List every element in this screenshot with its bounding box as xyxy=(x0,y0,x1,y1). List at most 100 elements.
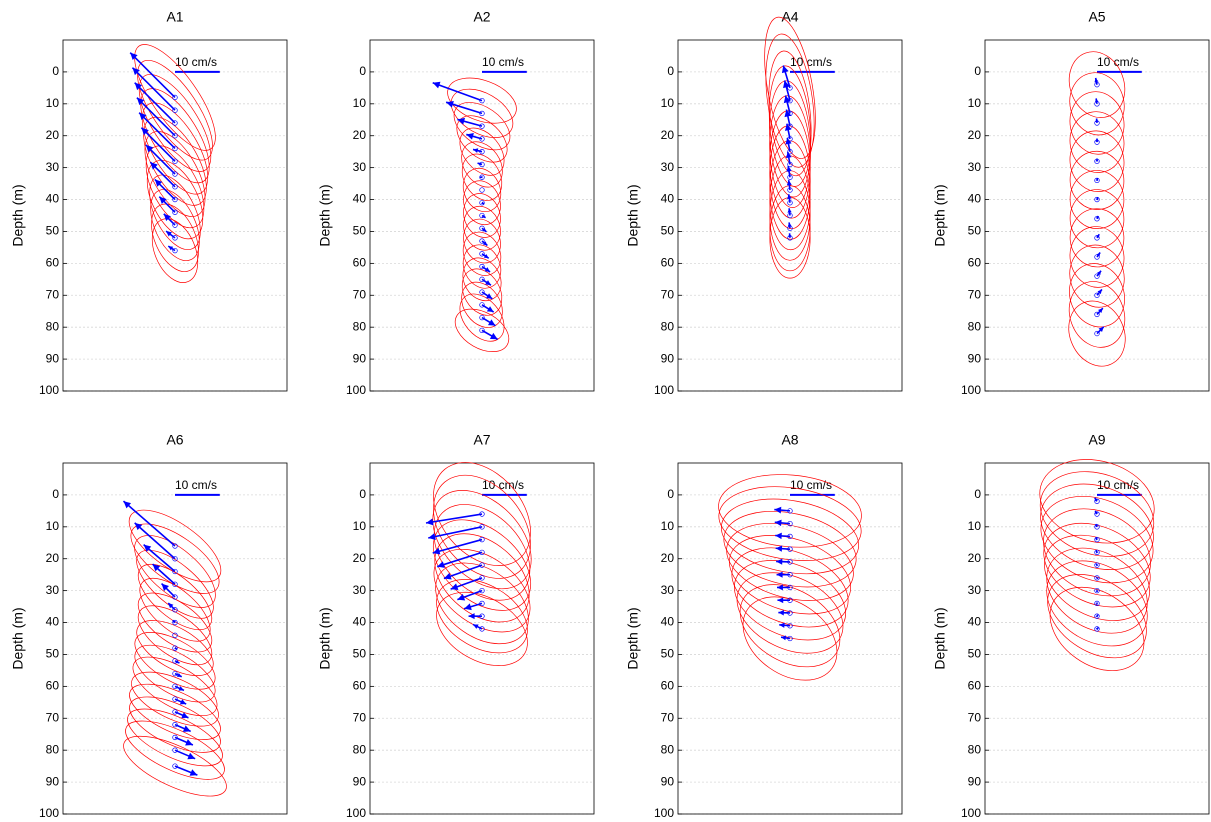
depth-origin xyxy=(479,225,485,231)
tidal-ellipse xyxy=(461,153,503,201)
plot-frame xyxy=(369,39,595,392)
depth-origin xyxy=(172,763,178,769)
depth-origin xyxy=(172,696,178,702)
y-tick-label: 10 xyxy=(661,96,675,110)
arrow-head xyxy=(783,95,791,104)
arrow-head xyxy=(775,545,783,552)
depth-origin xyxy=(479,276,485,282)
arrow-head xyxy=(1094,98,1099,103)
scale-label: 10 cm/s xyxy=(790,55,832,69)
arrow-head xyxy=(788,233,792,237)
arrow-head xyxy=(784,123,792,131)
y-tick-label: 70 xyxy=(661,710,675,724)
y-tick-label: 20 xyxy=(968,128,982,142)
y-tick-label: 0 xyxy=(52,64,59,78)
y-tick-label: 80 xyxy=(661,319,675,333)
depth-origin xyxy=(1094,498,1100,504)
tidal-ellipse xyxy=(728,535,852,615)
arrow-head xyxy=(426,518,434,526)
y-tick-label: 90 xyxy=(661,351,675,365)
y-tick-label: 20 xyxy=(46,551,60,565)
tidal-ellipse xyxy=(734,560,846,641)
depth-origin xyxy=(1094,562,1100,568)
y-tick-label: 40 xyxy=(661,615,675,629)
tidal-ellipse xyxy=(1043,508,1151,597)
arrow-head xyxy=(786,166,792,172)
arrow-head xyxy=(457,117,466,125)
arrow-head xyxy=(484,267,491,272)
y-axis-label: Depth (m) xyxy=(317,607,333,669)
tidal-ellipse xyxy=(454,308,510,353)
tidal-ellipse xyxy=(139,578,211,642)
arrow-head xyxy=(1096,576,1099,580)
y-tick-label: 50 xyxy=(968,224,982,238)
arrow-head xyxy=(179,699,187,705)
arrow-head xyxy=(485,280,491,286)
y-tick-label: 0 xyxy=(359,487,366,501)
tidal-ellipse xyxy=(125,720,225,780)
tidal-ellipse xyxy=(436,591,528,666)
tidal-ellipse xyxy=(433,474,531,579)
arrow-head xyxy=(787,208,792,213)
y-tick-label: 60 xyxy=(661,256,675,270)
y-tick-label: 60 xyxy=(968,679,982,693)
arrow-head xyxy=(143,544,152,552)
y-tick-label: 0 xyxy=(52,487,59,501)
tidal-ellipse xyxy=(731,547,849,628)
chart-title: A1 xyxy=(166,9,183,25)
depth-origin xyxy=(1094,613,1100,619)
depth-origin xyxy=(1094,511,1100,517)
plot-frame xyxy=(984,39,1210,392)
depth-origin xyxy=(172,619,178,626)
tidal-ellipse xyxy=(127,708,223,767)
tidal-ellipse xyxy=(1068,300,1126,367)
arrow-head xyxy=(443,572,452,580)
tidal-ellipse xyxy=(137,59,213,161)
arrow-head xyxy=(787,194,792,200)
tidal-ellipse xyxy=(143,116,207,206)
arrow-head xyxy=(1097,289,1102,295)
arrow-head xyxy=(450,583,459,591)
depth-origin xyxy=(479,289,485,295)
depth-origin xyxy=(479,212,485,219)
y-tick-label: 70 xyxy=(353,287,367,301)
y-tick-label: 80 xyxy=(353,319,367,333)
depth-origin xyxy=(172,222,178,228)
arrow-head xyxy=(774,506,782,514)
y-axis-label: Depth (m) xyxy=(10,184,26,246)
arrow-head xyxy=(1095,524,1099,528)
tidal-ellipse xyxy=(140,88,210,184)
tidal-ellipse xyxy=(1047,574,1147,659)
y-tick-label: 80 xyxy=(968,319,982,333)
y-tick-label: 70 xyxy=(353,710,367,724)
tidal-ellipse xyxy=(463,205,501,251)
y-tick-label: 70 xyxy=(46,287,60,301)
tidal-ellipse xyxy=(134,44,216,151)
depth-origin xyxy=(479,174,485,180)
tidal-ellipse xyxy=(151,218,199,283)
tidal-ellipse xyxy=(149,174,201,250)
arrow-head xyxy=(486,306,494,313)
depth-origin xyxy=(1094,273,1100,279)
depth-origin xyxy=(1094,549,1100,555)
y-tick-label: 40 xyxy=(661,192,675,206)
arrow-head xyxy=(150,162,158,170)
tidal-ellipse xyxy=(459,293,505,342)
arrow-head xyxy=(123,501,132,509)
arrow-head xyxy=(1097,270,1102,276)
depth-origin xyxy=(172,543,178,549)
arrow-head xyxy=(457,593,466,601)
depth-origin xyxy=(172,145,178,152)
y-axis-label: Depth (m) xyxy=(625,184,641,246)
arrow-head xyxy=(1096,252,1101,257)
y-tick-label: 60 xyxy=(46,256,60,270)
depth-origin xyxy=(172,107,178,113)
arrow-head xyxy=(437,561,445,568)
velocity-arrow xyxy=(134,522,176,560)
depth-origin xyxy=(172,133,178,139)
panel: 0 10 20 30 40 50 60 70 80 90 100 A4 Depth (m) 10 cm/s xyxy=(625,9,903,397)
tidal-ellipse xyxy=(436,579,528,654)
arrow-head xyxy=(1096,563,1099,567)
velocity-arrow xyxy=(432,81,483,102)
plot-frame xyxy=(677,462,903,815)
